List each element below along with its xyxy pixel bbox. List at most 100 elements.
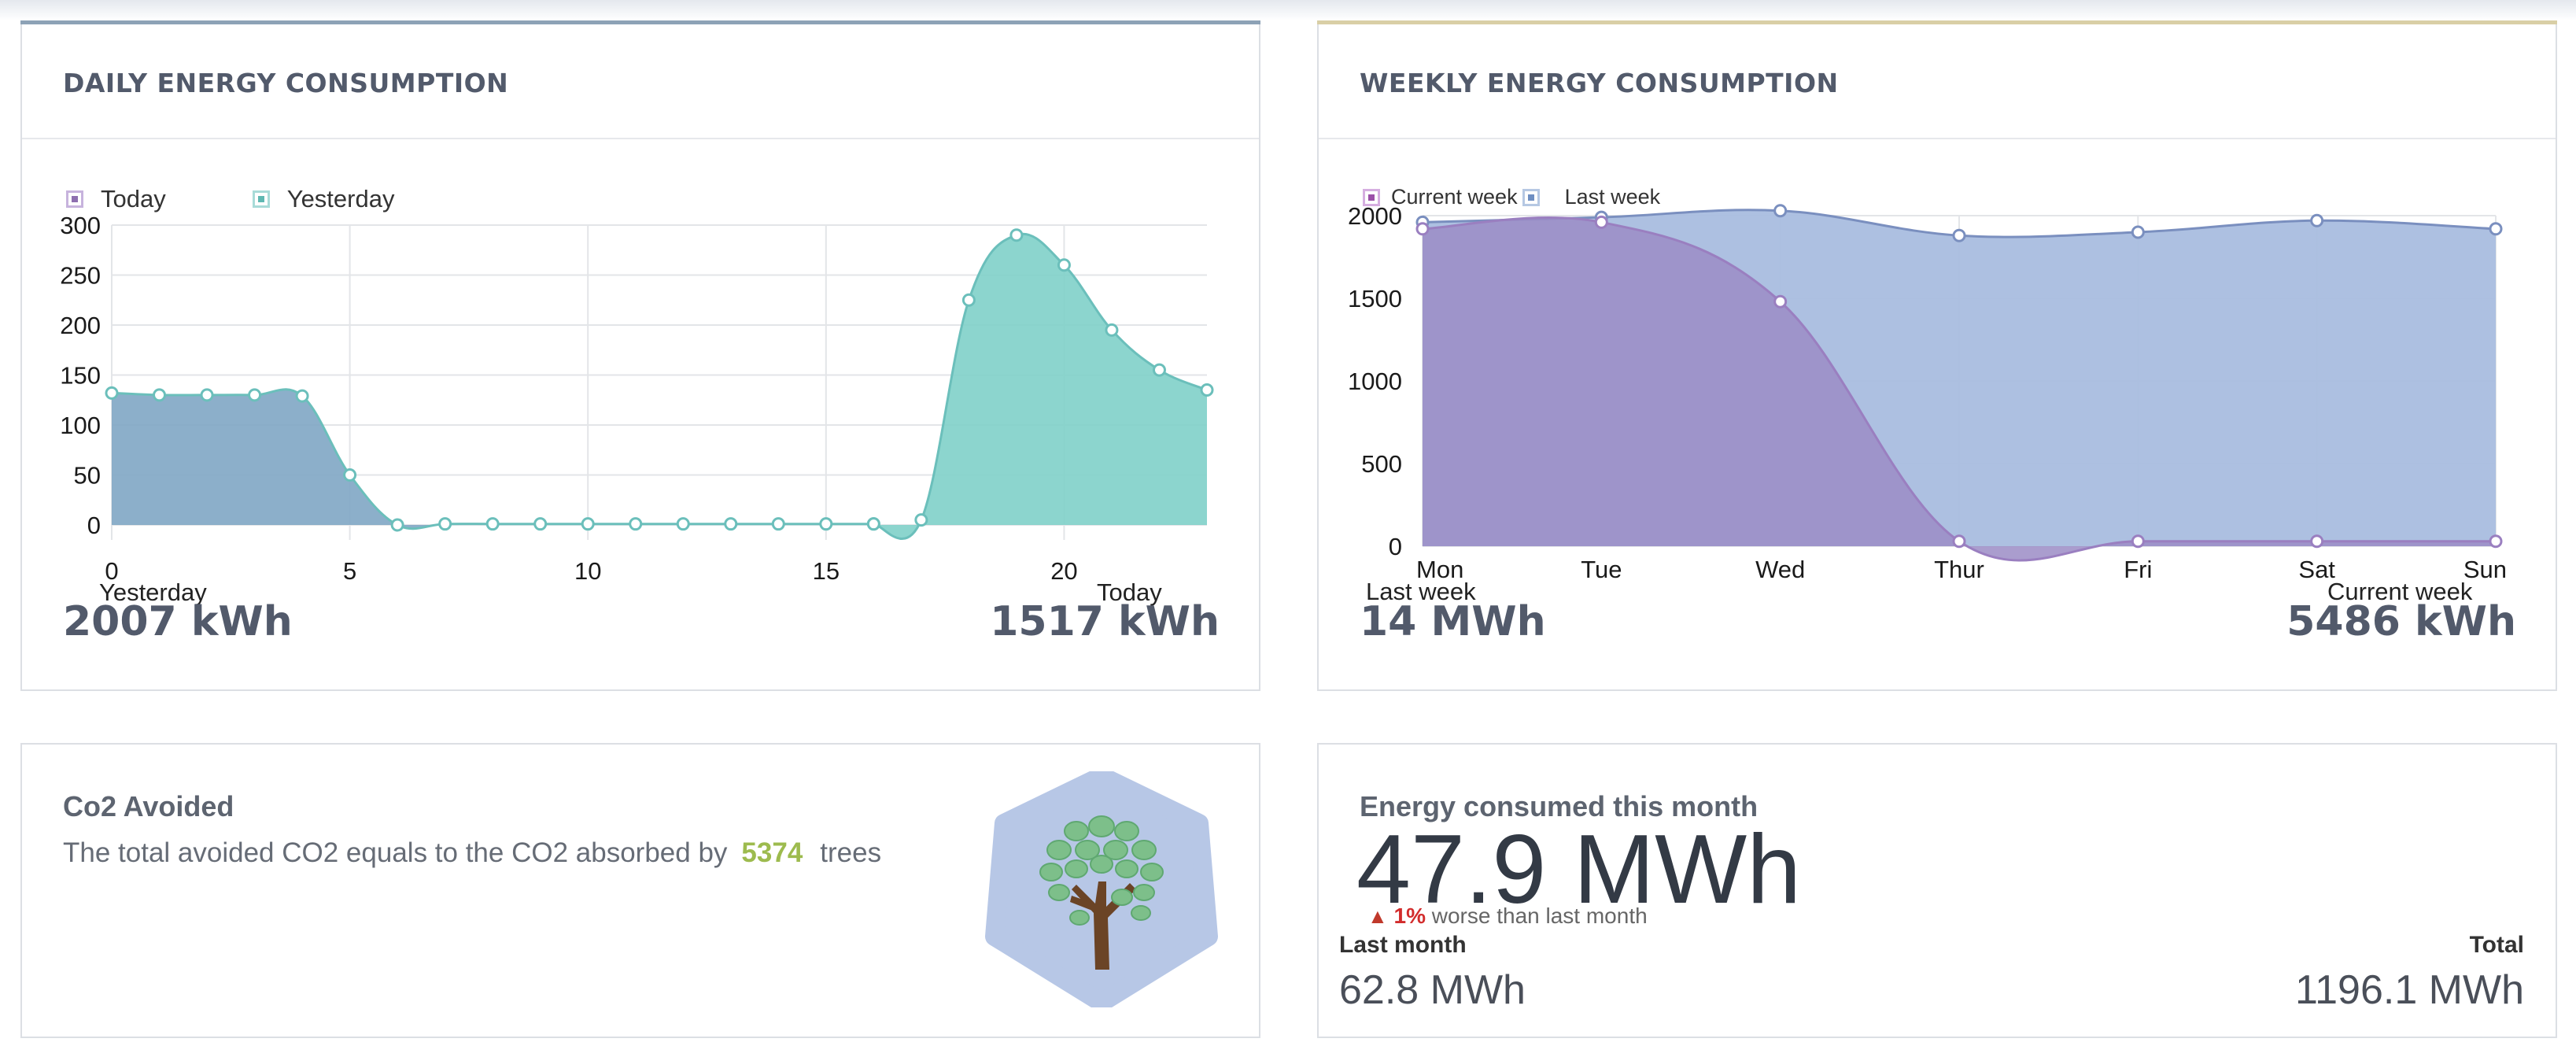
data-point-today (1057, 258, 1071, 272)
data-point-today (961, 293, 976, 307)
x-tick-label: Sat (2298, 556, 2335, 583)
data-point-yesterday (248, 388, 262, 402)
y-tick-label: 1500 (1348, 285, 1402, 312)
co2-description: The total avoided CO2 equals to the CO2 … (63, 837, 881, 869)
data-point-today (1009, 228, 1024, 242)
title-divider (1319, 138, 2556, 139)
x-tick-label: 20 (1050, 557, 1077, 585)
data-point-today (914, 513, 928, 527)
last-month-label: Last month (1339, 932, 1467, 958)
legend-label-last-week: Last week (1564, 185, 1661, 209)
top-band (0, 0, 2576, 20)
daily-energy-card: DAILY ENERGY CONSUMPTION Today Yesterday… (20, 20, 1260, 691)
data-point-current-week (1773, 294, 1788, 309)
x-tick-label: Thur (1934, 556, 1984, 583)
y-tick-label: 250 (60, 261, 101, 289)
data-point-yesterday (819, 517, 833, 531)
total-label: Total (2469, 932, 2524, 958)
month-change-percent: 1% (1393, 904, 1426, 928)
data-point-yesterday (200, 388, 214, 402)
month-change-indicator: ▲ 1% worse than last month (1367, 904, 1648, 929)
x-tick-label: Fri (2124, 556, 2152, 583)
last-week-swatch-icon (1522, 188, 1540, 206)
y-tick-label: 50 (74, 461, 101, 489)
data-point-yesterday (343, 468, 357, 482)
daily-card-title: DAILY ENERGY CONSUMPTION (63, 68, 509, 98)
monthly-energy-card: Energy consumed this month 47.9 MWh ▲ 1%… (1317, 743, 2557, 1038)
up-triangle-icon: ▲ (1367, 904, 1388, 928)
data-point-current-week (2131, 534, 2145, 549)
data-point-today (1105, 323, 1119, 337)
x-tick-label: 10 (574, 557, 601, 585)
y-tick-label: 100 (60, 412, 101, 439)
data-point-yesterday (533, 517, 548, 531)
weekly-chart: 0 500 1000 1500 2000 Mon Tue Wed Thur Fri Sat Sun (1348, 202, 2507, 583)
daily-legend: Today Yesterday (66, 185, 394, 213)
data-point-current-week (1415, 222, 1430, 236)
current-week-swatch-icon (1363, 188, 1380, 206)
yesterday-swatch-icon (252, 190, 270, 208)
data-point-yesterday (105, 386, 119, 400)
x-tick-label: 5 (343, 557, 356, 585)
daily-footer-right-label: Today (1097, 578, 1162, 606)
x-tick-label: 0 (105, 557, 118, 585)
title-divider (22, 138, 1259, 139)
data-point-last-week (1952, 228, 1966, 242)
x-tick-label: Mon (1416, 556, 1463, 583)
weekly-footer-left-label: Last week (1366, 578, 1476, 605)
data-point-yesterday (153, 388, 167, 402)
legend-label-yesterday: Yesterday (286, 185, 395, 213)
data-point-today (866, 517, 880, 531)
data-point-last-week (2310, 213, 2324, 227)
data-point-yesterday (390, 518, 404, 532)
x-tick-label: 15 (813, 557, 840, 585)
legend-item-today[interactable]: Today (66, 185, 166, 213)
legend-item-last-week[interactable]: Last week (1522, 185, 1661, 209)
weekly-footer-right-label: Current week (2327, 578, 2473, 605)
y-tick-label: 500 (1361, 450, 1402, 478)
y-tick-label: 0 (1389, 533, 1402, 560)
y-tick-label: 0 (87, 512, 101, 539)
total-value: 1196.1 MWh (2295, 967, 2524, 1013)
y-tick-label: 2000 (1348, 202, 1402, 230)
data-point-yesterday (295, 389, 309, 403)
x-tick-label: Wed (1755, 556, 1805, 583)
month-card-title: Energy consumed this month (1360, 790, 1759, 822)
data-point-current-week (1952, 534, 1966, 549)
co2-text-after: trees (820, 837, 882, 868)
data-point-current-week (2489, 534, 2503, 549)
line-yesterday (111, 388, 874, 530)
y-tick-label: 300 (60, 212, 101, 239)
weekly-card-title: WEEKLY ENERGY CONSUMPTION (1360, 68, 1839, 98)
data-point-yesterday (724, 517, 738, 531)
x-tick-label: Tue (1581, 556, 1622, 583)
weekly-footer-right-value: 5486 kWh (2286, 598, 2516, 645)
data-point-yesterday (438, 517, 452, 531)
area-today (873, 234, 1207, 539)
data-point-last-week (1773, 204, 1788, 218)
last-month-value: 62.8 MWh (1339, 967, 1526, 1013)
co2-text-before: The total avoided CO2 equals to the CO2 … (63, 837, 728, 868)
data-point-last-week (2489, 222, 2503, 236)
daily-footer-right-value: 1517 kWh (990, 598, 1220, 645)
today-swatch-icon (66, 190, 83, 208)
data-point-today (1152, 363, 1166, 377)
tree-icon (985, 771, 1218, 1007)
data-point-today (1200, 383, 1214, 397)
legend-item-yesterday[interactable]: Yesterday (252, 185, 395, 213)
y-tick-label: 200 (60, 312, 101, 339)
co2-card-title: Co2 Avoided (63, 790, 234, 822)
legend-item-current-week[interactable]: Current week (1363, 185, 1518, 209)
legend-label-today: Today (101, 185, 166, 213)
data-point-yesterday (485, 517, 500, 531)
data-point-yesterday (676, 517, 690, 531)
data-point-yesterday (771, 517, 785, 531)
daily-footer-left-value: 2007 kWh (63, 598, 293, 645)
legend-label-current-week: Current week (1391, 185, 1518, 209)
month-energy-value: 47.9 MWh (1356, 815, 1802, 924)
daily-chart: 0 50 100 150 200 250 300 0 5 10 15 20 (60, 212, 1214, 585)
weekly-energy-card: WEEKLY ENERGY CONSUMPTION Current week L… (1317, 20, 2557, 691)
month-change-text: worse than last month (1431, 904, 1648, 928)
area-yesterday (112, 389, 874, 529)
card-accent (1317, 20, 2557, 24)
